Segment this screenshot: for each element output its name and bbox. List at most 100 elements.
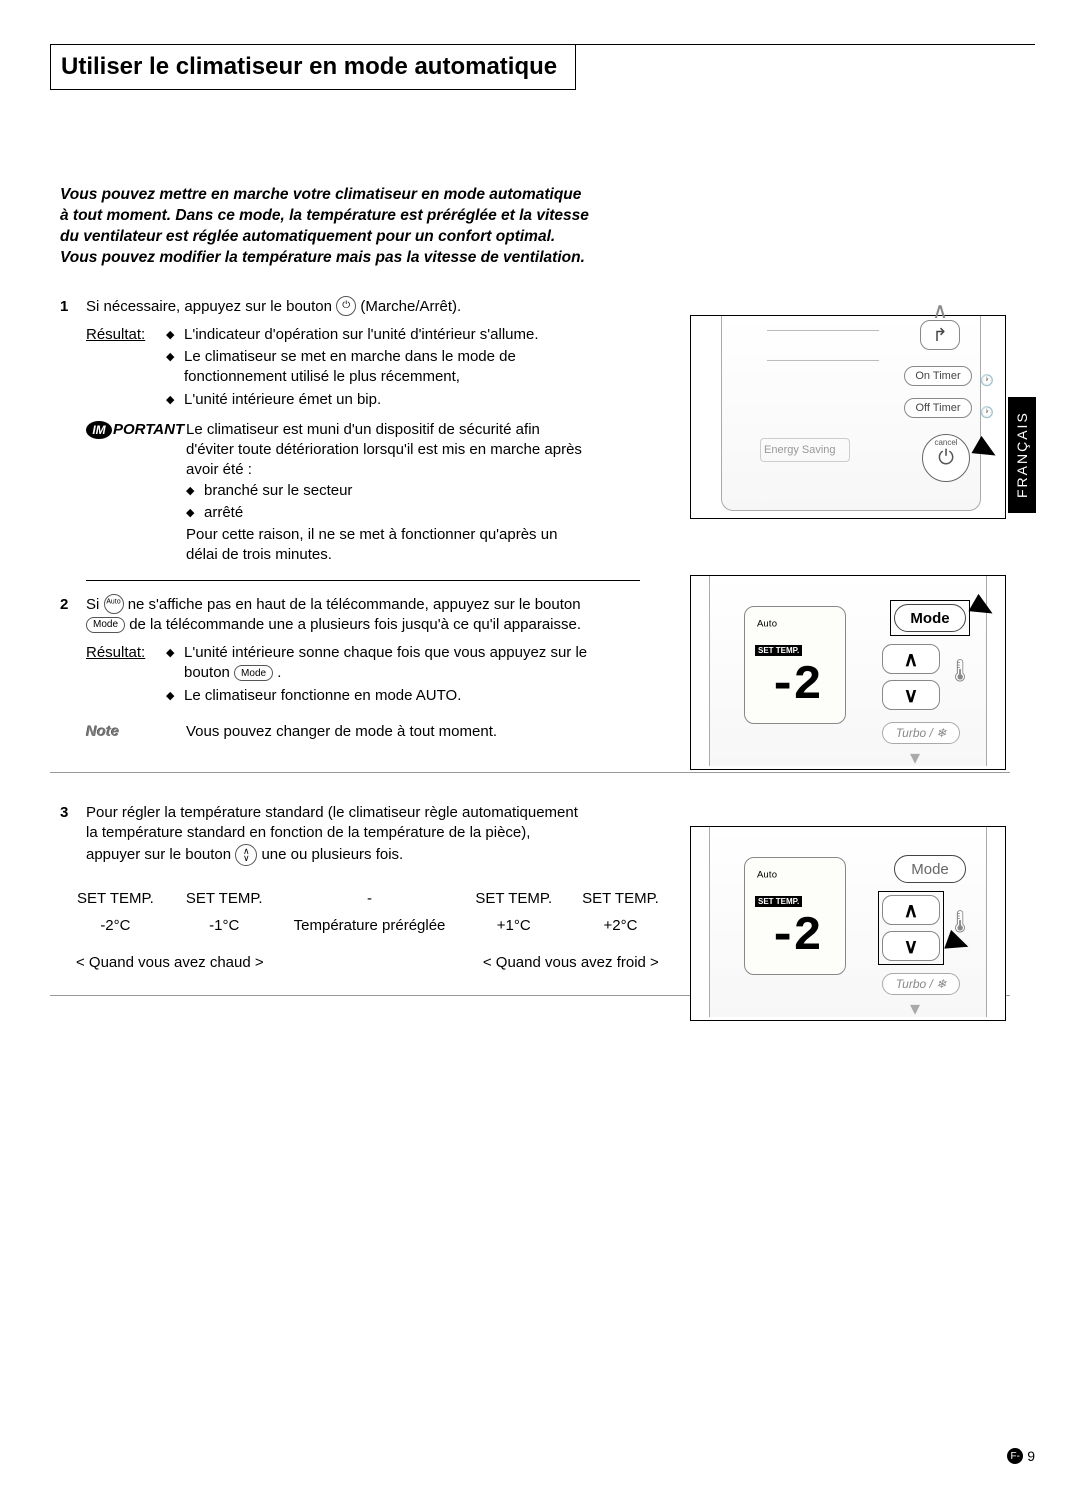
set-temp-label: SET TEMP.	[755, 645, 802, 656]
auto-icon: ᴬᵘᵗᵒ	[757, 868, 777, 884]
step-2: 2 Si ᴬᵘᵗᵒ ne s'affiche pas en haut de la…	[60, 595, 650, 743]
step-2-result-bullets: L'unité intérieure sonne chaque fois que…	[166, 643, 650, 708]
remote-1-panel: ∧ ↱ On Timer 🕐 Off Timer 🕐 Energy Saving…	[721, 316, 981, 511]
bullet: L'unité intérieure sonne chaque fois que…	[166, 643, 650, 684]
important-text: Le climatiseur est muni d'un dispositif …	[186, 420, 650, 566]
intro-l3: du ventilateur est réglée automatiquemen…	[60, 228, 555, 245]
step-1-body: Si nécessaire, appuyez sur le bouton ⏻ (…	[86, 297, 650, 412]
intro-l2: à tout moment. Dans ce mode, la températ…	[60, 207, 589, 224]
temp-header: -	[280, 886, 460, 911]
step-1-result: Résultat: L'indicateur d'opération sur l…	[86, 325, 650, 412]
lcd-screen: ᴬᵘᵗᵒ SET TEMP. -2	[744, 857, 846, 975]
remote-2: ᴬᵘᵗᵒ SET TEMP. -2 Mode ∧ ∨ 🌡 Turbo / ❄ ▾	[690, 575, 1006, 770]
intro-text: Vous pouvez mettre en marche votre clima…	[60, 185, 680, 269]
lcd-screen: ᴬᵘᵗᵒ SET TEMP. -2	[744, 606, 846, 724]
separator	[86, 580, 640, 581]
result-label: Résultat:	[86, 643, 166, 708]
lcd-value: -2	[763, 659, 823, 713]
power-icon: ⏻	[336, 296, 356, 316]
mode-icon: Mode	[86, 617, 125, 633]
auto-icon: ᴬᵘᵗᵒ	[757, 617, 777, 633]
step-3-num: 3	[60, 803, 86, 866]
page-number-value: 9	[1027, 1448, 1035, 1464]
temp-table-header-row: SET TEMP. SET TEMP. - SET TEMP. SET TEMP…	[62, 886, 673, 911]
page-number: F- 9	[1007, 1448, 1035, 1464]
intro-l4: Vous pouvez modifier la température mais…	[60, 249, 585, 266]
result-label: Résultat:	[86, 325, 166, 412]
temp-updown-icon: ∧ ∨	[235, 844, 257, 866]
remote-2-panel: ᴬᵘᵗᵒ SET TEMP. -2 Mode ∧ ∨ 🌡 Turbo / ❄ ▾	[709, 576, 987, 766]
temp-header: SET TEMP.	[461, 886, 566, 911]
bullet: Le climatiseur se met en marche dans le …	[166, 347, 650, 388]
step-3: 3 Pour régler la température standard (l…	[60, 803, 650, 866]
bullet: Le climatiseur fonctionne en mode AUTO.	[166, 686, 650, 706]
swing-button: ↱	[920, 320, 960, 350]
page-title: Utiliser le climatiseur en mode automati…	[61, 53, 557, 81]
bullet: branché sur le secteur	[186, 481, 650, 501]
chevron-down-icon: ▾	[910, 745, 920, 770]
on-timer-button: On Timer	[904, 366, 972, 386]
pointer-arrow-icon	[968, 594, 997, 622]
temp-header: SET TEMP.	[568, 886, 673, 911]
highlight-box	[878, 891, 944, 965]
important-icon: IM	[86, 421, 112, 439]
mode-icon: Mode	[234, 665, 273, 681]
temp-header: SET TEMP.	[62, 886, 169, 911]
remote-3: ᴬᵘᵗᵒ SET TEMP. -2 Mode ∧ ∨ 🌡 Turbo / ❄ ▾	[690, 826, 1006, 1021]
bullet: L'indicateur d'opération sur l'unité d'i…	[166, 325, 650, 345]
temp-value: +2°C	[568, 913, 673, 938]
turbo-button: Turbo / ❄	[882, 722, 960, 744]
step-1-num: 1	[60, 297, 86, 412]
temp-value: -1°C	[171, 913, 278, 938]
remote-1: ∧ ↱ On Timer 🕐 Off Timer 🕐 Energy Saving…	[690, 315, 1006, 519]
important-block: IMPORTANT Le climatiseur est muni d'un d…	[60, 420, 650, 566]
chevron-down-icon: ▾	[910, 996, 920, 1021]
power-icon: ⏻	[938, 447, 954, 470]
temp-up-button: ∧	[882, 644, 940, 674]
page: Utiliser le climatiseur en mode automati…	[50, 44, 1035, 1464]
page-prefix: F-	[1007, 1448, 1023, 1464]
remote-illustrations: ∧ ↱ On Timer 🕐 Off Timer 🕐 Energy Saving…	[690, 315, 1010, 1077]
off-timer-button: Off Timer	[904, 398, 972, 418]
mode-button: Mode	[894, 855, 966, 883]
step-2-body: Si ᴬᵘᵗᵒ ne s'affiche pas en haut de la t…	[86, 595, 650, 743]
turbo-button: Turbo / ❄	[882, 973, 960, 995]
note-label: Note	[86, 722, 186, 742]
thermometer-icon: 🌡	[946, 658, 974, 684]
step-1-instruction: Si nécessaire, appuyez sur le bouton ⏻ (…	[86, 297, 650, 317]
set-temp-label: SET TEMP.	[755, 896, 802, 907]
caption-hot: < Quand vous avez chaud >	[62, 940, 278, 975]
temp-value: Température préréglée	[280, 913, 460, 938]
cancel-label: cancel	[934, 438, 957, 447]
step-1: 1 Si nécessaire, appuyez sur le bouton ⏻…	[60, 297, 650, 412]
important-label: IMPORTANT	[86, 420, 186, 566]
step-2-instruction: Si ᴬᵘᵗᵒ ne s'affiche pas en haut de la t…	[86, 595, 650, 636]
auto-icon: ᴬᵘᵗᵒ	[104, 594, 124, 614]
bullet: arrêté	[186, 503, 650, 523]
step-3-body: Pour régler la température standard (le …	[86, 803, 650, 866]
caption-cold: < Quand vous avez froid >	[461, 940, 672, 975]
power-button: cancel ⏻	[922, 434, 970, 482]
lcd-value: -2	[763, 910, 823, 964]
temp-table-value-row: -2°C -1°C Température préréglée +1°C +2°…	[62, 913, 673, 938]
step-2-note: Note Vous pouvez changer de mode à tout …	[86, 722, 650, 742]
step-2-num: 2	[60, 595, 86, 743]
bullet: L'unité intérieure émet un bip.	[166, 390, 650, 410]
step-2-result: Résultat: L'unité intérieure sonne chaqu…	[86, 643, 650, 708]
temp-value: +1°C	[461, 913, 566, 938]
temp-down-button: ∨	[882, 680, 940, 710]
step-1-result-bullets: L'indicateur d'opération sur l'unité d'i…	[166, 325, 650, 412]
clock-icon: 🕐	[980, 406, 994, 419]
title-box: Utiliser le climatiseur en mode automati…	[50, 45, 576, 90]
temp-table: SET TEMP. SET TEMP. - SET TEMP. SET TEMP…	[60, 884, 675, 977]
note-text: Vous pouvez changer de mode à tout momen…	[186, 722, 497, 742]
step-3-instruction: Pour régler la température standard (le …	[86, 803, 650, 866]
pointer-arrow-icon	[971, 436, 1000, 464]
clock-icon: 🕐	[980, 374, 994, 387]
content: Vous pouvez mettre en marche votre clima…	[50, 185, 1010, 1026]
language-tab: FRANÇAIS	[1008, 397, 1036, 513]
energy-saving-label: Energy Saving	[764, 444, 836, 456]
temp-header: SET TEMP.	[171, 886, 278, 911]
remote-3-panel: ᴬᵘᵗᵒ SET TEMP. -2 Mode ∧ ∨ 🌡 Turbo / ❄ ▾	[709, 827, 987, 1017]
temp-table-caption-row: < Quand vous avez chaud > < Quand vous a…	[62, 940, 673, 975]
